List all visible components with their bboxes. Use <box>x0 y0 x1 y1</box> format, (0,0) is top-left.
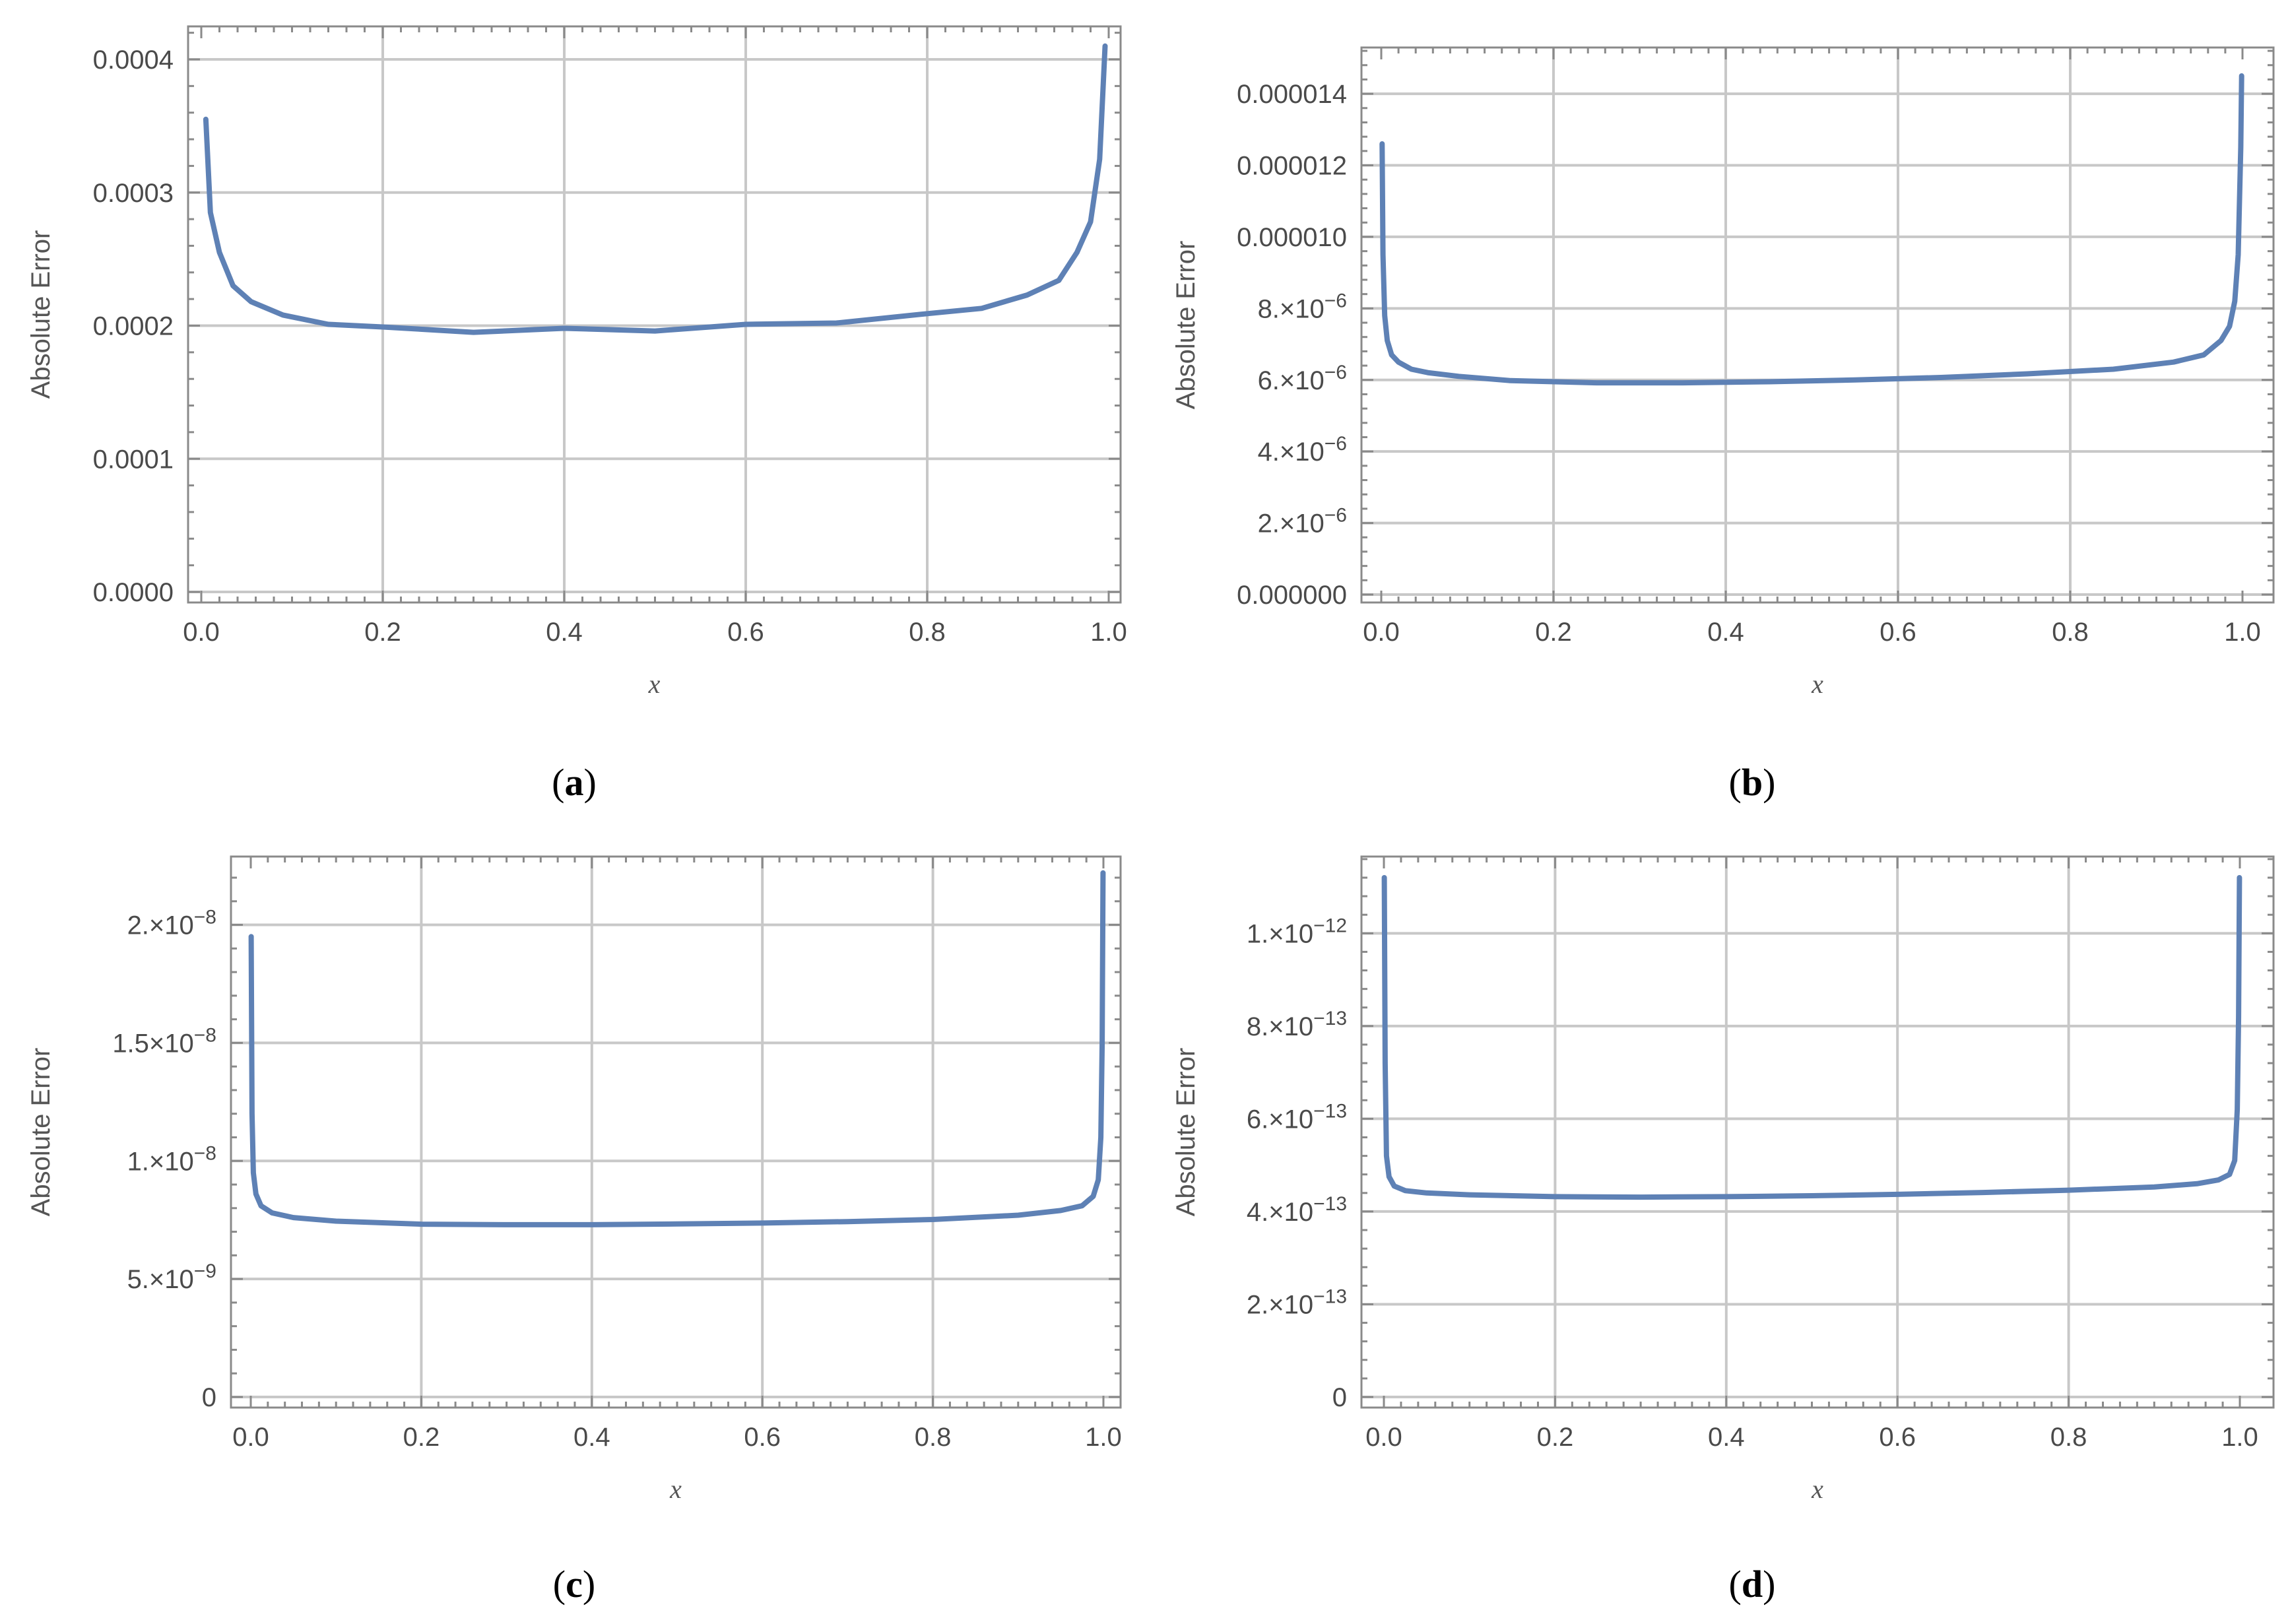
panel-a: 0.0 0.2 0.4 0.6 0.8 1.0 0.0000 0.0001 0.0002 0.00… <box>26 25 1127 804</box>
y-tick-label: 2.×10−6 <box>1258 505 1347 538</box>
y-tick-label: 6.×10−13 <box>1247 1100 1347 1134</box>
x-tick-label: 0.8 <box>915 1423 952 1452</box>
x-tick-label: 1.0 <box>1090 618 1127 647</box>
x-axis-title: x <box>648 669 661 699</box>
x-tick-label: 0.2 <box>1537 1423 1574 1452</box>
x-tick-label: 0.2 <box>364 618 401 647</box>
panel-caption: (c) <box>553 1563 595 1606</box>
panel-b: 0.0 0.2 0.4 0.6 0.8 1.0 0.000000 2.×10−6 4.×10−6… <box>1171 46 2275 804</box>
y-tick-label: 2.×10−8 <box>127 907 216 940</box>
series-line <box>1381 875 2242 1200</box>
y-axis-title: Absolute Error <box>26 230 55 399</box>
y-tick-label: 0.000012 <box>1237 152 1347 181</box>
series-line <box>203 43 1108 335</box>
x-tick-label: 0.0 <box>232 1423 269 1452</box>
panel-caption: (d) <box>1729 1563 1776 1606</box>
x-tick-label: 0.2 <box>403 1423 440 1452</box>
y-tick-label: 2.×10−13 <box>1247 1285 1347 1319</box>
x-tick-label: 0.8 <box>2052 618 2089 647</box>
y-tick-label: 8.×10−13 <box>1247 1008 1347 1041</box>
x-tick-label: 0.0 <box>1363 618 1400 647</box>
x-axis-title: x <box>669 1474 682 1504</box>
y-tick-label: 4.×10−6 <box>1258 433 1347 467</box>
x-tick-label: 1.0 <box>2224 618 2261 647</box>
x-tick-label: 0.8 <box>909 618 946 647</box>
x-tick-label: 0.0 <box>183 618 220 647</box>
x-axis-title: x <box>1811 669 1823 699</box>
x-tick-label: 0.4 <box>1708 1423 1745 1452</box>
panel-caption: (b) <box>1729 761 1776 804</box>
x-tick-label: 0.4 <box>1707 618 1744 647</box>
x-tick-label: 0.6 <box>744 1423 781 1452</box>
y-axis-title: Absolute Error <box>1171 1048 1200 1217</box>
panel-d: 0.0 0.2 0.4 0.6 0.8 1.0 0 2.×10−13 4.×10−13 6.×10… <box>1171 855 2275 1606</box>
x-tick-label: 1.0 <box>2221 1423 2258 1452</box>
y-tick-label: 0.0003 <box>93 179 174 208</box>
y-tick-label: 0.0004 <box>93 46 174 75</box>
plot-frame <box>187 25 1122 604</box>
x-tick-label: 1.0 <box>1085 1423 1122 1452</box>
x-tick-label: 0.4 <box>573 1423 610 1452</box>
y-tick-label: 0 <box>1332 1383 1347 1412</box>
y-tick-label: 0.000010 <box>1237 223 1347 252</box>
y-tick-label: 0.000014 <box>1237 80 1347 109</box>
panel-caption: (a) <box>552 761 597 804</box>
y-tick-label: 4.×10−13 <box>1247 1193 1347 1227</box>
series-line <box>1379 73 2244 386</box>
y-tick-label: 0.000000 <box>1237 581 1347 610</box>
x-tick-label: 0.0 <box>1365 1423 1402 1452</box>
x-tick-label: 0.4 <box>546 618 583 647</box>
y-tick-label: 0 <box>202 1383 216 1412</box>
plot-frame <box>1360 46 2275 604</box>
x-tick-label: 0.6 <box>727 618 764 647</box>
y-tick-label: 0.0001 <box>93 445 174 474</box>
x-tick-label: 0.6 <box>1879 1423 1916 1452</box>
y-tick-label: 8.×10−6 <box>1258 290 1347 323</box>
y-tick-label: 0.0000 <box>93 578 174 607</box>
y-tick-label: 5.×10−9 <box>127 1260 216 1294</box>
y-axis-title: Absolute Error <box>26 1048 55 1217</box>
plot-frame <box>1360 855 2275 1409</box>
panel-c: 0.0 0.2 0.4 0.6 0.8 1.0 0 5.×10−9 1.×10−8 1.5×10−… <box>26 855 1122 1606</box>
x-axis-title: x <box>1811 1474 1823 1504</box>
y-tick-label: 6.×10−6 <box>1258 362 1347 395</box>
x-tick-label: 0.2 <box>1535 618 1572 647</box>
y-tick-label: 1.×10−8 <box>127 1142 216 1176</box>
x-tick-label: 0.8 <box>2050 1423 2087 1452</box>
plot-frame <box>230 855 1122 1409</box>
x-tick-label: 0.6 <box>1880 618 1916 647</box>
y-tick-label: 1.×10−12 <box>1247 915 1347 948</box>
series-line <box>248 870 1106 1227</box>
y-tick-label: 0.0002 <box>93 312 174 341</box>
y-axis-title: Absolute Error <box>1171 241 1200 410</box>
y-tick-label: 1.5×10−8 <box>112 1024 216 1058</box>
